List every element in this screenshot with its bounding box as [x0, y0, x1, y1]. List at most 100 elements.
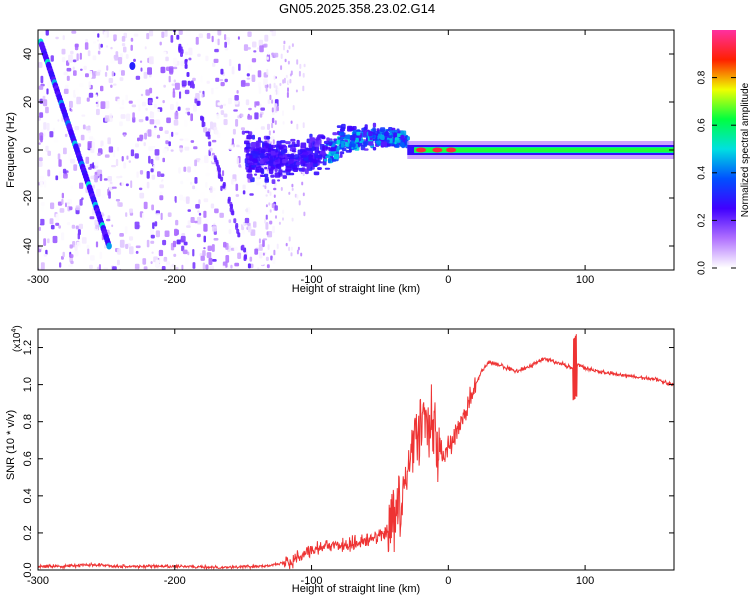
spectrogram-cell [192, 77, 196, 82]
spectrogram-cell [235, 223, 239, 228]
spectrogram-cell [146, 33, 150, 40]
spectrogram-cell [144, 132, 147, 140]
spectrogram-cell [104, 154, 110, 158]
spectrogram-cell [223, 113, 228, 118]
spectrogram-cell [104, 71, 108, 77]
spectrogram-cell [245, 149, 251, 152]
spectrogram-cell [121, 43, 126, 47]
spectrogram-cell [68, 229, 73, 236]
spectrogram-cell [385, 143, 391, 147]
spectrogram-cell [255, 52, 259, 58]
spectrogram-cell [356, 131, 361, 136]
spectrogram-cell [98, 237, 103, 243]
spectrogram-cell [167, 212, 172, 217]
spectrogram-cell [43, 180, 47, 188]
spectrogram-cell [247, 115, 253, 120]
spectrogram-cell [97, 152, 101, 156]
spectrogram-cell [222, 170, 225, 177]
spectrogram-cell [135, 250, 139, 254]
spectrogram-cell [140, 67, 143, 72]
spectrogram-cell [186, 72, 190, 77]
spectrogram-cell [230, 203, 233, 209]
spectrogram-cell [278, 146, 283, 150]
spectrogram-cell [301, 181, 304, 186]
spectrogram-cell [59, 262, 62, 268]
spectrogram-cell [206, 252, 212, 259]
spectrogram-cell [214, 130, 219, 135]
spectrogram-cell [231, 138, 234, 145]
spectrogram-cell [63, 147, 67, 155]
spectrogram-cell [212, 225, 217, 232]
spectrogram-cell [297, 246, 300, 251]
spectrogram-cell [39, 112, 44, 118]
spectrogram-cell [121, 70, 125, 76]
spectrogram-cell [132, 112, 135, 119]
spectrogram-cell [211, 87, 214, 95]
spectrogram-cell [138, 104, 141, 112]
spectrogram-cell [175, 266, 179, 270]
spectrogram-cell [231, 210, 235, 216]
spectrogram-cell [139, 134, 144, 142]
spectrogram-cell [178, 30, 183, 35]
spectrogram-cell [87, 248, 90, 255]
spectrogram-cell [255, 101, 260, 106]
spectrogram-cell [272, 130, 275, 134]
spectrogram-cell [267, 244, 270, 250]
spectrogram-cell [289, 158, 294, 164]
spectrogram-cell [250, 229, 256, 236]
spectrogram-cell [299, 63, 302, 69]
spectrogram-cell [356, 129, 361, 133]
spectrogram-cell [156, 108, 160, 113]
spectrogram-cell [282, 79, 285, 84]
spectrogram-cell [273, 194, 276, 198]
spectrogram-cell [291, 187, 294, 191]
spectrogram-cell [119, 175, 123, 179]
spectrogram-cell [159, 184, 164, 189]
spectrogram-cell [40, 262, 45, 270]
spectrogram-cell [241, 130, 245, 135]
spectrogram-cell [259, 45, 264, 53]
spectrogram-cell [271, 122, 274, 129]
spectrogram-cell [379, 135, 384, 140]
spectrogram-cell [101, 193, 105, 198]
spectrogram-cell [149, 119, 155, 125]
spectrogram-cell [184, 89, 190, 95]
spectrogram-cell [61, 232, 65, 241]
spectrogram-cell [40, 202, 45, 206]
spectrogram-cell [290, 138, 296, 142]
spectrogram-cell [82, 124, 86, 130]
spectrogram-cell [203, 198, 209, 203]
spectrogram-cell [271, 52, 274, 57]
spectrogram-cell [162, 157, 165, 163]
snr-series-line [38, 334, 674, 570]
spectrogram-cell [280, 65, 283, 71]
spectrogram-cell [309, 133, 313, 138]
spectrogram-cell [121, 99, 125, 106]
spectrogram-cell [69, 100, 73, 108]
spectrogram-cell [109, 113, 113, 120]
spectrogram-cell [228, 219, 232, 224]
spectrogram-cell [47, 150, 51, 156]
spectrogram-cell [288, 144, 293, 147]
spectrogram-cell [249, 256, 253, 262]
spectrogram-cell [282, 159, 287, 164]
spectrogram-cell [258, 252, 263, 259]
spectrogram-cell [235, 183, 239, 191]
spectrogram-cell [136, 98, 140, 104]
spectrogram-cell [115, 199, 121, 202]
spectrogram-cell [215, 159, 219, 165]
spectrogram-cell [154, 149, 160, 156]
spectrogram-cell [100, 140, 104, 147]
spectrogram-cell [198, 33, 203, 39]
spectrogram-cell [243, 172, 247, 175]
spectrogram-cell [126, 155, 129, 160]
spectrogram-cell [264, 166, 268, 170]
spectrogram-cell [64, 133, 68, 138]
spectrogram-cell [148, 146, 154, 152]
spectrogram-cell [195, 186, 198, 192]
spectrogram-cell [206, 80, 210, 84]
spectrogram-cell [393, 132, 398, 139]
spectrogram-cell [164, 230, 170, 237]
spectrogram-cell [38, 62, 43, 68]
spectrogram-cell [287, 153, 293, 158]
